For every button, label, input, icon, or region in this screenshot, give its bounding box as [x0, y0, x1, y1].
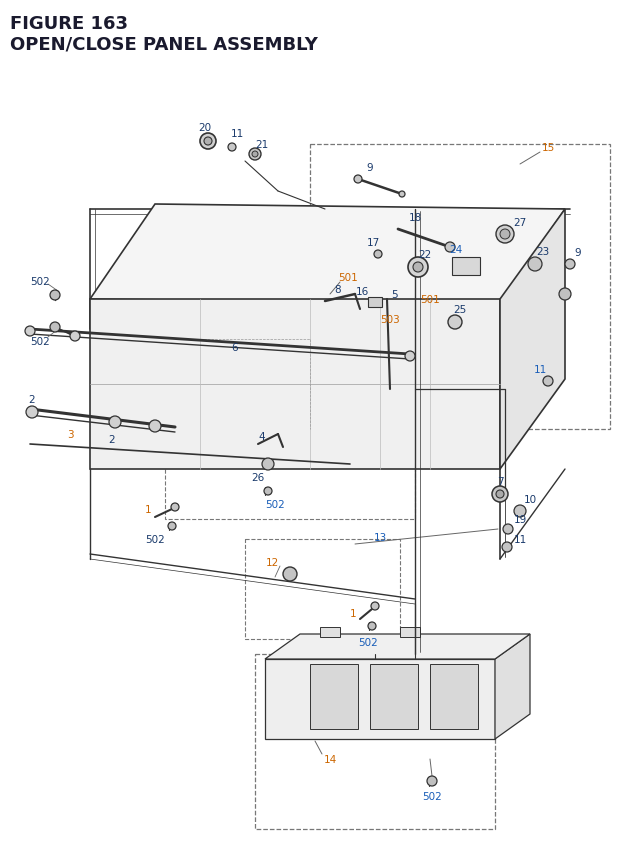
Text: 14: 14 [323, 754, 337, 764]
Text: FIGURE 163: FIGURE 163 [10, 15, 128, 33]
Circle shape [502, 542, 512, 553]
Circle shape [565, 260, 575, 269]
Circle shape [249, 149, 261, 161]
Text: 20: 20 [198, 123, 212, 133]
Bar [400, 628, 420, 637]
Circle shape [405, 351, 415, 362]
Text: 1: 1 [349, 608, 356, 618]
Bar [368, 298, 382, 307]
Text: 9: 9 [575, 248, 581, 257]
Text: 17: 17 [366, 238, 380, 248]
Circle shape [50, 291, 60, 300]
Text: 1: 1 [145, 505, 151, 514]
Text: 16: 16 [355, 287, 369, 297]
Bar [245, 539, 400, 639]
Text: 26: 26 [252, 473, 264, 482]
Bar [255, 654, 495, 829]
Circle shape [171, 504, 179, 511]
Circle shape [528, 257, 542, 272]
Circle shape [368, 623, 376, 630]
Circle shape [252, 152, 258, 158]
Text: 502: 502 [30, 337, 50, 347]
Circle shape [70, 331, 80, 342]
Polygon shape [90, 300, 500, 469]
Text: 502: 502 [265, 499, 285, 510]
Circle shape [514, 505, 526, 517]
Text: 18: 18 [408, 213, 422, 223]
Text: 502: 502 [145, 535, 165, 544]
Circle shape [448, 316, 462, 330]
Circle shape [200, 133, 216, 150]
Circle shape [503, 524, 513, 535]
Polygon shape [265, 635, 530, 660]
Text: 11: 11 [230, 129, 244, 139]
Text: 11: 11 [513, 535, 527, 544]
Text: 21: 21 [255, 139, 269, 150]
Text: 502: 502 [358, 637, 378, 647]
Circle shape [354, 176, 362, 183]
Circle shape [496, 226, 514, 244]
Bar [430, 664, 478, 729]
Circle shape [204, 138, 212, 146]
Circle shape [26, 406, 38, 418]
Text: 25: 25 [453, 305, 467, 314]
Bar [452, 257, 480, 276]
Text: 503: 503 [380, 314, 400, 325]
Circle shape [168, 523, 176, 530]
Text: 15: 15 [541, 143, 555, 152]
Circle shape [408, 257, 428, 278]
Text: 19: 19 [513, 514, 527, 524]
Text: 9: 9 [367, 163, 373, 173]
Polygon shape [500, 210, 565, 469]
Circle shape [445, 243, 455, 253]
Text: 22: 22 [419, 250, 431, 260]
Circle shape [492, 486, 508, 503]
Polygon shape [90, 205, 565, 305]
Text: 502: 502 [422, 791, 442, 801]
Bar [165, 364, 415, 519]
Circle shape [264, 487, 272, 495]
Text: 10: 10 [524, 494, 536, 505]
Text: 7: 7 [497, 476, 503, 486]
Circle shape [50, 323, 60, 332]
Text: 13: 13 [373, 532, 387, 542]
Text: 24: 24 [449, 245, 463, 255]
Circle shape [559, 288, 571, 300]
Bar [370, 664, 418, 729]
Circle shape [262, 458, 274, 470]
Circle shape [25, 326, 35, 337]
Bar [310, 664, 358, 729]
Circle shape [427, 776, 437, 786]
Text: 2: 2 [28, 394, 35, 405]
Text: 3: 3 [67, 430, 74, 439]
Circle shape [500, 230, 510, 239]
Circle shape [149, 420, 161, 432]
Circle shape [413, 263, 423, 273]
Text: 12: 12 [266, 557, 278, 567]
Circle shape [399, 192, 405, 198]
Text: OPEN/CLOSE PANEL ASSEMBLY: OPEN/CLOSE PANEL ASSEMBLY [10, 35, 318, 53]
Bar [320, 628, 340, 637]
Circle shape [543, 376, 553, 387]
Circle shape [371, 603, 379, 610]
Text: 502: 502 [30, 276, 50, 287]
Polygon shape [265, 660, 495, 739]
Circle shape [109, 417, 121, 429]
Text: 23: 23 [536, 247, 550, 257]
Text: 8: 8 [335, 285, 341, 294]
Polygon shape [495, 635, 530, 739]
Text: 5: 5 [390, 289, 397, 300]
Text: 2: 2 [109, 435, 115, 444]
Circle shape [374, 251, 382, 258]
Text: 4: 4 [259, 431, 266, 442]
Circle shape [283, 567, 297, 581]
Text: 27: 27 [513, 218, 527, 228]
Text: 501: 501 [338, 273, 358, 282]
Text: 501: 501 [420, 294, 440, 305]
Text: 6: 6 [232, 343, 238, 353]
Circle shape [228, 144, 236, 152]
Text: 11: 11 [533, 364, 547, 375]
Circle shape [496, 491, 504, 499]
